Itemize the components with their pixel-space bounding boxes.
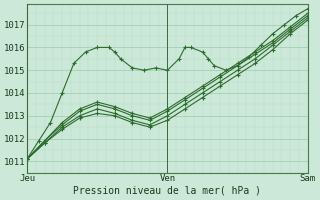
- X-axis label: Pression niveau de la mer( hPa ): Pression niveau de la mer( hPa ): [73, 186, 261, 196]
